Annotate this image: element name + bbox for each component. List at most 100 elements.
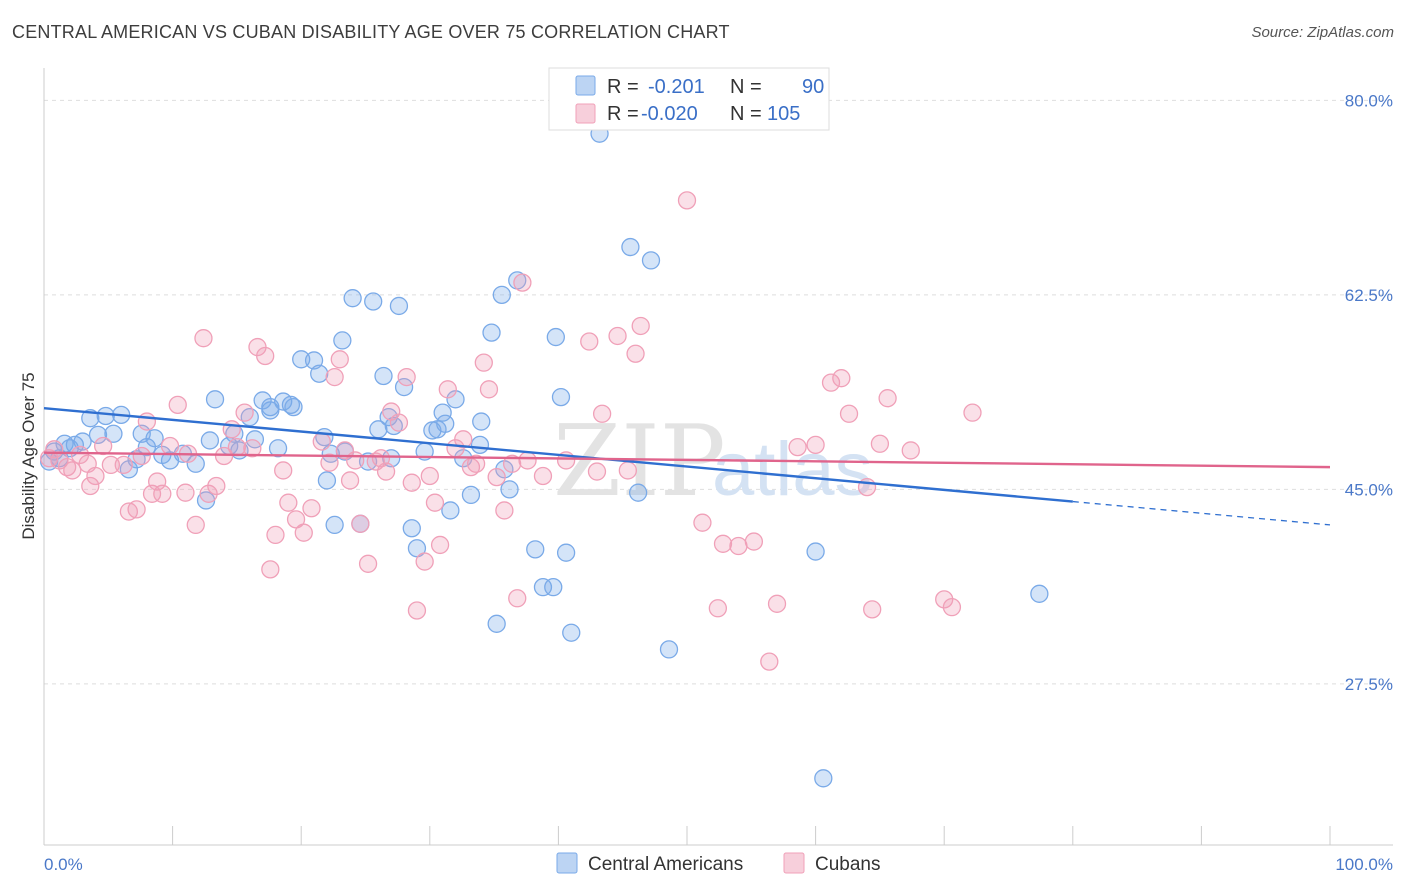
cuban-point-27 xyxy=(214,446,234,466)
central-american-trend-line xyxy=(43,407,1073,503)
cuban-point-43 xyxy=(325,367,344,387)
central-american-point-74 xyxy=(551,387,571,407)
cuban-point-61 xyxy=(430,535,450,555)
cuban-point-88 xyxy=(729,536,748,556)
cuban-point-25 xyxy=(199,484,218,503)
cuban-point-96 xyxy=(839,404,859,423)
cuban-point-3 xyxy=(57,457,77,477)
cuban-point-19 xyxy=(160,436,180,456)
cuban-point-30 xyxy=(235,403,254,422)
y-tick-label-0: 80.0% xyxy=(1345,91,1393,110)
stats-legend: R = -0.201 N = 90 R = -0.020 N = 105 xyxy=(548,67,830,131)
cuban-point-95 xyxy=(832,369,851,388)
central-american-point-62 xyxy=(461,485,481,505)
central-american-point-64 xyxy=(482,323,501,342)
central-american-point-33 xyxy=(281,395,301,415)
cuban-point-93 xyxy=(806,435,825,455)
trend-lines xyxy=(43,407,1331,526)
cuban-point-75 xyxy=(533,466,553,486)
source-label: Source: ZipAtlas.com xyxy=(1251,24,1394,41)
cuban-point-33 xyxy=(256,346,275,366)
central-american-point-46 xyxy=(364,292,383,311)
cuban-point-102 xyxy=(935,590,954,609)
central-american-point-48 xyxy=(374,366,393,386)
cuban-point-79 xyxy=(592,404,612,423)
central-american-point-51 xyxy=(389,296,409,316)
cuban-point-64 xyxy=(454,430,473,449)
central-american-point-72 xyxy=(544,577,563,597)
cuban-point-37 xyxy=(279,493,298,512)
y-tick-labels: 80.0% 62.5% 45.0% 27.5% xyxy=(1345,91,1393,694)
cuban-point-78 xyxy=(587,462,607,481)
central-american-point-81 xyxy=(659,640,679,659)
cuban-point-85 xyxy=(693,513,712,532)
series-legend-swatch-central xyxy=(556,852,578,874)
gridlines xyxy=(44,99,1393,685)
central-american-point-70 xyxy=(526,540,545,559)
y-tick-label-2: 45.0% xyxy=(1345,480,1393,499)
y-tick-label-1: 62.5% xyxy=(1345,286,1393,305)
cuban-point-14 xyxy=(132,446,151,466)
central-american-point-78 xyxy=(621,237,640,257)
cuban-point-13 xyxy=(127,500,146,519)
cuban-point-55 xyxy=(397,367,416,387)
cuban-point-100 xyxy=(878,389,897,408)
central-american-point-75 xyxy=(556,543,576,562)
legend-n-label-central: N = xyxy=(730,76,762,98)
cuban-trend-line xyxy=(43,451,1331,469)
legend-r-value-central: -0.201 xyxy=(648,76,705,98)
cuban-point-71 xyxy=(502,454,522,473)
central-american-point-6 xyxy=(73,432,92,451)
cuban-point-80 xyxy=(608,326,627,346)
legend-n-value-cuban: 105 xyxy=(767,103,800,125)
central-american-trend-extension xyxy=(1072,500,1331,526)
cuban-point-69 xyxy=(487,467,506,487)
central-american-point-40 xyxy=(325,515,344,535)
cuban-point-60 xyxy=(425,493,445,512)
cuban-point-18 xyxy=(153,484,172,503)
central-american-point-53 xyxy=(402,519,421,538)
central-american-point-34 xyxy=(284,397,303,417)
cuban-point-23 xyxy=(186,515,205,535)
cuban-point-59 xyxy=(420,466,439,486)
cuban-point-98 xyxy=(863,600,882,619)
cuban-point-21 xyxy=(176,483,195,502)
series-legend-label-central: Central Americans xyxy=(588,854,743,875)
cuban-point-92 xyxy=(788,437,807,457)
central-american-point-68 xyxy=(500,480,519,499)
cuban-point-42 xyxy=(320,453,339,472)
cuban-point-74 xyxy=(518,451,537,470)
cuban-point-4 xyxy=(63,461,82,480)
series-legend-label-cuban: Cubans xyxy=(815,854,881,875)
cuban-point-89 xyxy=(744,532,764,551)
cuban-point-84 xyxy=(677,191,697,210)
x-tick-label-max: 100.0% xyxy=(1335,855,1393,874)
cuban-point-8 xyxy=(86,466,105,486)
cuban-point-54 xyxy=(389,413,409,432)
central-american-point-76 xyxy=(562,623,581,642)
x-ticks xyxy=(172,826,1331,845)
cuban-point-103 xyxy=(942,598,962,617)
cuban-point-44 xyxy=(330,350,349,369)
cuban-point-86 xyxy=(708,599,728,618)
cuban-point-46 xyxy=(340,471,360,490)
legend-r-label-cuban: R = xyxy=(607,103,639,125)
cuban-point-40 xyxy=(302,499,321,518)
cuban-point-20 xyxy=(168,395,187,415)
cuban-point-10 xyxy=(101,455,121,475)
central-american-point-8 xyxy=(88,425,108,445)
cuban-point-99 xyxy=(870,434,890,453)
cuban-point-48 xyxy=(351,514,370,533)
cuban-point-73 xyxy=(513,273,532,292)
central-american-point-63 xyxy=(472,412,491,431)
cuban-point-41 xyxy=(312,432,331,451)
cuban-point-52 xyxy=(376,462,396,481)
cuban-point-90 xyxy=(760,652,779,671)
y-tick-label-3: 27.5% xyxy=(1345,675,1393,694)
cuban-point-62 xyxy=(438,380,457,399)
cuban-point-57 xyxy=(407,601,427,620)
y-axis-title: Disability Age Over 75 xyxy=(19,372,38,539)
central-american-point-66 xyxy=(492,285,511,304)
stats-legend-box xyxy=(548,67,830,131)
cuban-point-56 xyxy=(402,473,421,492)
